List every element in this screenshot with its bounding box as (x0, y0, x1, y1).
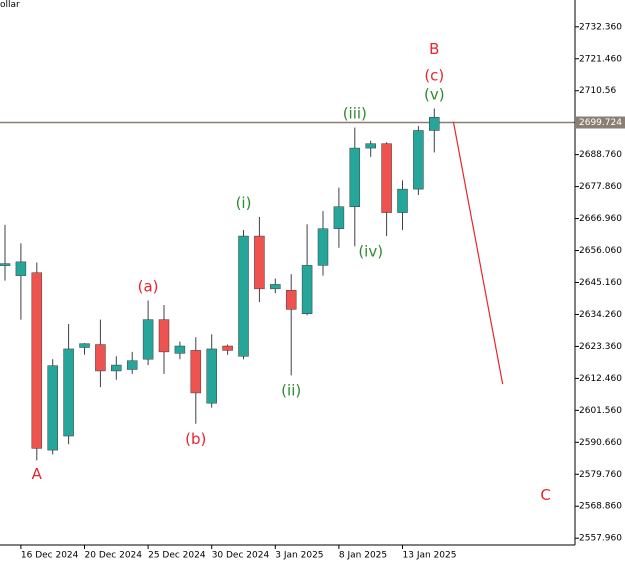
bearish-candle (222, 345, 233, 351)
time-tick-label: 25 Dec 2024 (148, 551, 206, 561)
bullish-candle (270, 284, 281, 290)
bullish-candle (333, 206, 345, 229)
wave-label-2: (b) (185, 430, 206, 448)
bullish-candle (15, 261, 27, 276)
price-tick-label: 2612.460 (579, 374, 622, 384)
bearish-candle (158, 319, 170, 353)
price-tick-label: 2568.860 (579, 502, 622, 512)
price-tick-label: 2656.060 (579, 246, 622, 256)
bullish-candle (429, 117, 440, 131)
time-tick-label: 3 Jan 2025 (275, 551, 323, 561)
bullish-candle (365, 143, 376, 149)
wave-label-9: B (429, 40, 439, 58)
bullish-candle (349, 147, 361, 207)
chart-title-fragment: ollar (0, 0, 20, 10)
bullish-candle (397, 188, 408, 213)
wave-label-6: (iv) (358, 242, 383, 260)
time-tick-label: 30 Dec 2024 (212, 551, 270, 561)
bearish-candle (254, 235, 265, 290)
wave-label-1: (a) (138, 278, 159, 296)
price-tick-label: 2590.660 (579, 438, 622, 448)
bullish-candle (413, 130, 424, 190)
bullish-candle (238, 235, 249, 357)
price-tick-label: 2601.560 (579, 406, 622, 416)
bullish-candle (79, 343, 90, 348)
bullish-candle (206, 348, 217, 404)
bullish-candle (174, 345, 186, 354)
price-tick-label: 2623.360 (579, 342, 622, 352)
current-price-label: 2699.724 (579, 118, 622, 128)
wave-label-8: (c) (424, 66, 444, 84)
bullish-candle (142, 319, 154, 360)
bullish-candle (301, 265, 313, 315)
price-tick-label: 2557.960 (579, 534, 622, 544)
wave-c-projection-line (452, 121, 504, 385)
bearish-candle (285, 290, 297, 310)
wave-label-3: (i) (236, 194, 252, 212)
bullish-candle (47, 365, 58, 451)
wave-label-7: (v) (424, 85, 445, 103)
current-price-box (575, 116, 625, 129)
bullish-candle (0, 263, 11, 266)
time-tick-label: 13 Jan 2025 (403, 551, 457, 561)
price-tick-label: 2677.860 (579, 182, 622, 192)
price-tick-label: 2688.760 (579, 150, 622, 160)
price-tick-label: 2732.360 (579, 22, 622, 32)
bearish-candle (190, 350, 202, 394)
wave-label-10: C (540, 486, 550, 504)
price-tick-label: 2721.460 (579, 54, 622, 64)
price-tick-label: 2634.260 (579, 310, 622, 320)
price-tick-label: 2710.56 (579, 86, 616, 96)
bullish-candle (126, 360, 138, 370)
bullish-candle (111, 364, 122, 372)
wave-label-5: (iii) (343, 105, 367, 123)
wave-label-4: (ii) (281, 382, 301, 400)
time-tick-label: 8 Jan 2025 (339, 551, 387, 561)
price-tick-label: 2579.760 (579, 470, 622, 480)
bearish-candle (31, 272, 43, 449)
time-tick-label: 16 Dec 2024 (21, 551, 79, 561)
bullish-candle (317, 228, 329, 266)
bullish-candle (63, 348, 74, 437)
price-tick-label: 2666.960 (579, 214, 622, 224)
time-tick-label: 20 Dec 2024 (85, 551, 143, 561)
bearish-candle (381, 143, 392, 213)
bearish-candle (95, 344, 106, 372)
wave-label-0: A (32, 465, 43, 483)
price-tick-label: 2645.160 (579, 278, 622, 288)
